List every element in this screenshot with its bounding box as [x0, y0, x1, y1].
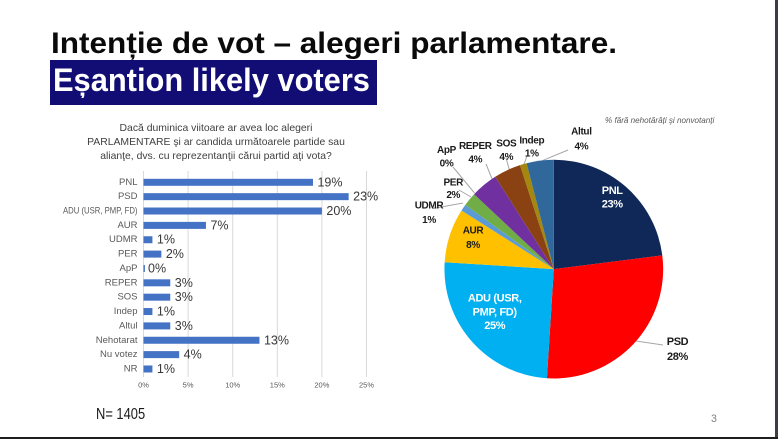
svg-text:PSD: PSD [667, 336, 689, 348]
svg-text:NR: NR [124, 363, 138, 374]
svg-text:4%: 4% [184, 348, 202, 362]
svg-text:ADU (USR,: ADU (USR, [468, 293, 522, 305]
svg-text:ADU (USR, PMP, FD): ADU (USR, PMP, FD) [63, 206, 138, 217]
svg-text:Altul: Altul [119, 320, 137, 331]
svg-text:Nehotarat: Nehotarat [96, 335, 138, 346]
svg-text:UDMR: UDMR [415, 201, 445, 212]
svg-text:1%: 1% [525, 148, 539, 159]
svg-text:0%: 0% [148, 261, 166, 275]
svg-text:13%: 13% [264, 333, 289, 347]
svg-text:PER: PER [443, 178, 464, 189]
svg-text:REPER: REPER [105, 277, 138, 288]
svg-text:19%: 19% [317, 175, 342, 189]
svg-text:3%: 3% [175, 290, 193, 304]
svg-text:1%: 1% [157, 305, 175, 319]
svg-text:ApP: ApP [437, 145, 457, 156]
svg-text:0%: 0% [138, 381, 149, 390]
svg-text:1%: 1% [157, 362, 175, 376]
svg-text:PER: PER [118, 249, 138, 260]
svg-text:8%: 8% [466, 240, 480, 251]
svg-text:ApP: ApP [120, 263, 138, 274]
svg-text:25%: 25% [359, 381, 374, 390]
svg-text:4%: 4% [468, 155, 482, 166]
svg-text:2%: 2% [166, 247, 184, 261]
svg-text:AUR: AUR [117, 220, 137, 231]
svg-text:5%: 5% [183, 381, 194, 390]
svg-text:20%: 20% [326, 204, 351, 218]
svg-text:15%: 15% [270, 381, 285, 390]
svg-text:PNL: PNL [602, 185, 624, 197]
svg-text:10%: 10% [225, 381, 240, 390]
svg-text:0%: 0% [440, 159, 454, 170]
svg-text:4%: 4% [499, 152, 513, 163]
svg-text:SOS: SOS [117, 292, 137, 303]
svg-text:20%: 20% [314, 381, 329, 390]
svg-text:23%: 23% [602, 199, 624, 211]
svg-text:Indep: Indep [114, 306, 138, 317]
svg-text:28%: 28% [667, 351, 689, 363]
svg-text:AUR: AUR [463, 226, 485, 237]
svg-text:PSD: PSD [118, 191, 138, 202]
svg-text:Nu votez: Nu votez [100, 349, 138, 360]
svg-text:1%: 1% [422, 215, 436, 226]
svg-text:UDMR: UDMR [109, 234, 138, 245]
svg-text:SOS: SOS [496, 139, 517, 150]
svg-text:25%: 25% [484, 320, 506, 332]
svg-text:3%: 3% [175, 276, 193, 290]
svg-text:PMP, FD): PMP, FD) [473, 306, 518, 318]
svg-text:3%: 3% [175, 319, 193, 333]
svg-text:7%: 7% [210, 218, 228, 232]
svg-text:2%: 2% [446, 190, 460, 201]
svg-text:1%: 1% [157, 233, 175, 247]
svg-text:Altul: Altul [571, 126, 592, 137]
svg-text:23%: 23% [353, 190, 378, 204]
svg-text:REPER: REPER [459, 141, 493, 152]
svg-text:PNL: PNL [119, 177, 137, 188]
svg-text:Indep: Indep [519, 136, 544, 147]
svg-text:4%: 4% [575, 142, 589, 153]
